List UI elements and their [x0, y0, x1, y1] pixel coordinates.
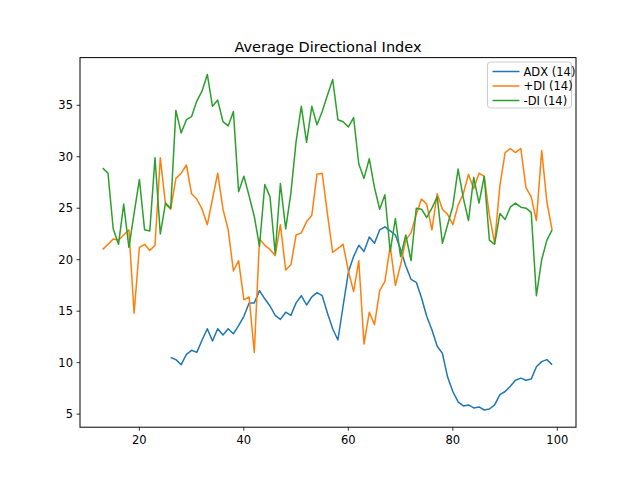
legend-label: ADX (14)	[524, 65, 576, 79]
y-tick-label: 10	[58, 356, 73, 370]
series-line--di-14-	[103, 74, 552, 295]
x-tick-label: 100	[546, 433, 568, 447]
x-tick-label: 40	[237, 433, 252, 447]
chart-title: Average Directional Index	[80, 39, 576, 55]
series-line-adx-14-	[171, 227, 552, 410]
y-tick-label: 25	[58, 201, 73, 215]
legend-label: +DI (14)	[524, 79, 573, 93]
y-axis-ticks: 5 10 15 20 25 30 35	[58, 98, 80, 421]
figure: Average Directional Index 20 40 60 80 100 5 10…	[0, 0, 640, 480]
y-tick-label: 15	[58, 304, 73, 318]
legend: ADX (14)+DI (14)-DI (14)	[488, 62, 576, 108]
adx-line-chart: 20 40 60 80 100 5 10 15 20 25 30 35 ADX (14)+DI (14)…	[0, 0, 640, 480]
x-tick-label: 20	[132, 433, 147, 447]
x-axis-ticks: 20 40 60 80 100	[132, 427, 568, 447]
legend-label: -DI (14)	[524, 94, 568, 108]
x-tick-label: 60	[341, 433, 356, 447]
y-tick-label: 35	[58, 98, 73, 112]
plot-frame	[80, 58, 576, 428]
axes	[80, 58, 576, 428]
y-tick-label: 30	[58, 150, 73, 164]
y-tick-label: 5	[66, 407, 73, 421]
y-tick-label: 20	[58, 253, 73, 267]
x-tick-label: 80	[446, 433, 461, 447]
